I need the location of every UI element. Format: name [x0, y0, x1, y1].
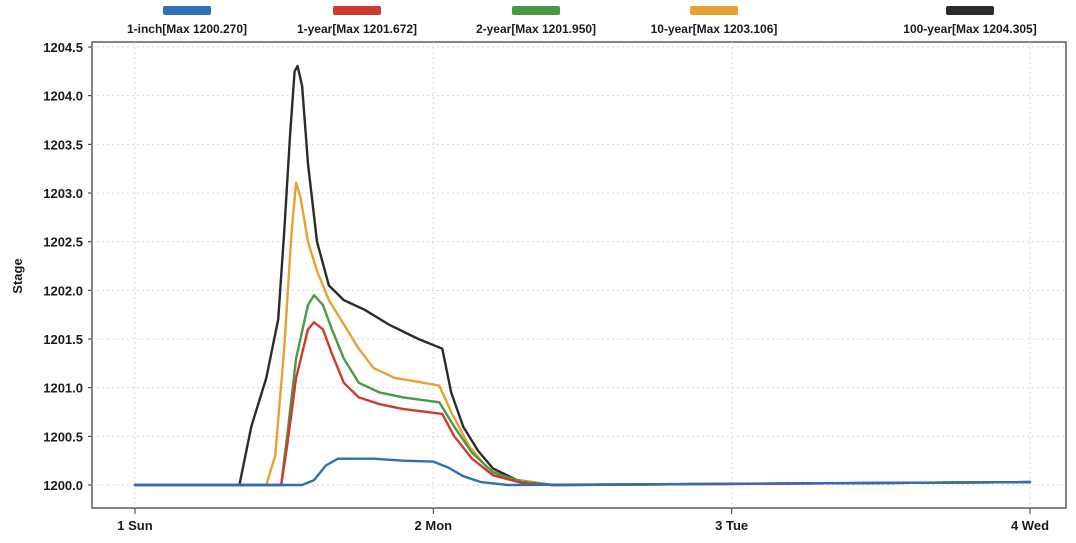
x-tick-label: 2 Mon — [415, 518, 453, 533]
legend-swatch — [333, 6, 381, 15]
y-tick-label: 1204.5 — [43, 40, 83, 55]
y-tick-label: 1201.5 — [43, 332, 83, 347]
plot-area — [91, 41, 1067, 509]
series-line-1-inch — [133, 457, 1032, 487]
y-tick-label: 1202.5 — [43, 235, 83, 250]
series-line-100-year — [133, 64, 1032, 487]
legend-swatch — [946, 6, 994, 15]
legend-label: 100-year[Max 1204.305] — [903, 22, 1036, 36]
grid-layer — [92, 42, 1066, 508]
x-tick-label: 3 Tue — [715, 518, 748, 533]
y-tick-label: 1204.0 — [43, 89, 83, 104]
legend-swatch — [512, 6, 560, 15]
legend-label: 1-year[Max 1201.672] — [297, 22, 417, 36]
legend: 1-inch[Max 1200.270] 1-year[Max 1201.672]… — [127, 6, 1037, 36]
y-tick-label: 1203.5 — [43, 137, 83, 152]
series-line-2-year — [133, 294, 1032, 487]
legend-swatch — [690, 6, 738, 15]
y-axis: 1200.0 1200.5 1201.0 1201.5 1202.0 1202.5 1203… — [43, 40, 92, 493]
x-tick-label: 4 Wed — [1011, 518, 1049, 533]
y-tick-label: 1200.0 — [43, 478, 83, 493]
y-tick-label: 1202.0 — [43, 283, 83, 298]
legend-label: 10-year[Max 1203.106] — [651, 22, 778, 36]
series-line-10-year — [133, 181, 1032, 487]
legend-label: 2-year[Max 1201.950] — [476, 22, 596, 36]
y-tick-label: 1203.0 — [43, 186, 83, 201]
legend-label: 1-inch[Max 1200.270] — [127, 22, 247, 36]
y-axis-title: Stage — [10, 258, 25, 293]
legend-swatch — [163, 6, 211, 15]
x-axis: 1 Sun 2 Mon 3 Tue 4 Wed — [117, 508, 1049, 533]
y-tick-label: 1200.5 — [43, 429, 83, 444]
series-line-1-year — [133, 321, 1032, 487]
y-tick-label: 1201.0 — [43, 381, 83, 396]
series-layer — [133, 64, 1032, 487]
x-tick-label: 1 Sun — [117, 518, 152, 533]
